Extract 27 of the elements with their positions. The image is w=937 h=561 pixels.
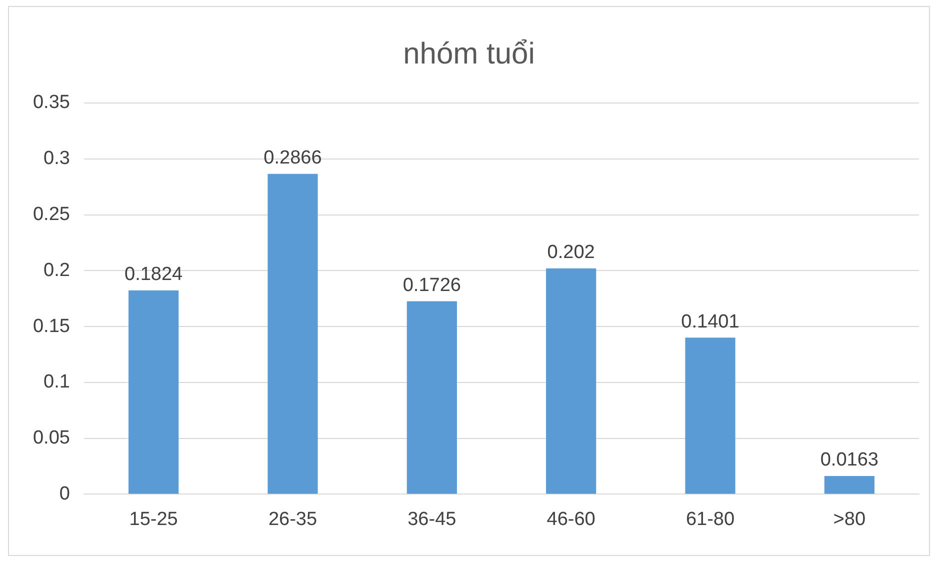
x-tick-label: >80 xyxy=(833,508,866,530)
data-label: 0.1401 xyxy=(681,311,740,332)
bar xyxy=(685,338,736,494)
bar xyxy=(268,174,318,494)
x-tick-label: 36-45 xyxy=(408,508,456,530)
y-tick-label: 0.25 xyxy=(32,204,70,226)
data-label: 0.0163 xyxy=(820,450,878,471)
data-label: 0.202 xyxy=(547,242,595,264)
bar xyxy=(824,476,874,494)
x-tick-label: 61-80 xyxy=(686,508,735,530)
y-tick-label: 0.3 xyxy=(44,148,70,170)
y-tick-label: 0.05 xyxy=(32,428,70,449)
data-label: 0.1726 xyxy=(402,275,461,296)
y-tick-label: 0 xyxy=(59,483,70,504)
chart-title: nhóm tuổi xyxy=(403,37,535,70)
y-tick-label: 0.35 xyxy=(32,92,70,114)
data-label: 0.2866 xyxy=(264,148,322,169)
data-label: 0.1824 xyxy=(124,264,184,286)
y-tick-label: 0.15 xyxy=(32,316,70,337)
x-tick-label: 26-35 xyxy=(268,508,318,530)
bar xyxy=(546,268,596,494)
bar xyxy=(128,290,179,494)
bar xyxy=(406,301,457,494)
x-tick-label: 46-60 xyxy=(546,508,596,530)
y-tick-label: 0.1 xyxy=(44,372,70,393)
x-tick-label: 15-25 xyxy=(129,508,178,530)
y-tick-label: 0.2 xyxy=(44,260,70,281)
